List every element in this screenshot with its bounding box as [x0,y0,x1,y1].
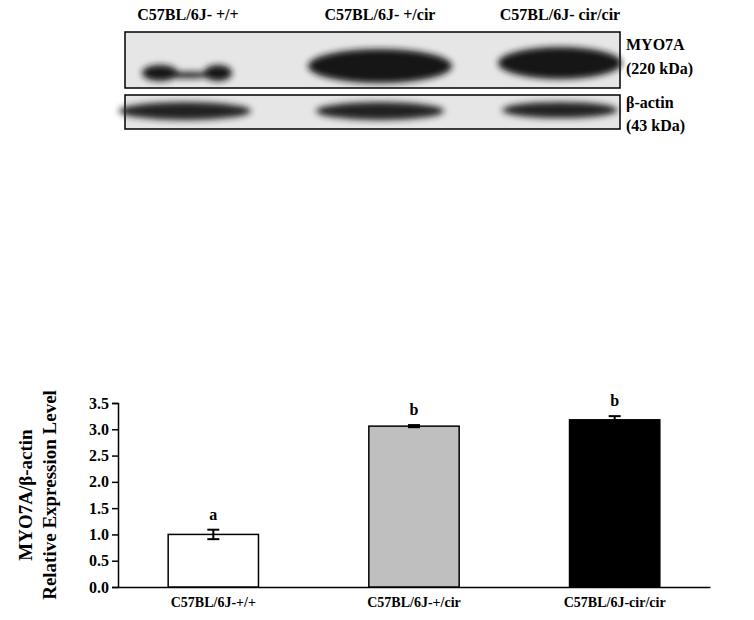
y-tick-mark [112,403,118,405]
error-bar-stem [212,530,214,539]
bands [119,47,622,120]
band [316,102,444,120]
plot-area [168,416,660,587]
y-tick-label: 0.5 [89,552,109,569]
error-bar-cap [207,538,219,540]
error-bar-cap [609,423,621,425]
y-tick-mark [112,534,118,536]
y-tick-label: 3.5 [89,395,109,412]
y-tick: 1.5 [89,500,118,517]
x-axis: C57BL/6J-+/+ C57BL/6J-+/cir C57BL/6J-cir/c… [119,587,711,610]
x-tick-label: C57BL/6J-cir/cir [564,595,666,610]
error-bar-cap [408,424,420,426]
y-tick: 1.0 [89,526,118,543]
band [308,49,452,83]
y-tick-label: 0.0 [89,579,109,596]
y-tick-mark [112,560,118,562]
y-tick-mark [112,429,118,431]
y-tick: 0.5 [89,552,118,569]
y-tick: 2.0 [89,473,118,490]
y-tick: 3.5 [89,395,118,412]
y-axis-title: Relative Expression Level [39,390,60,600]
y-axis-title: MYO7A/β-actin [15,429,36,561]
x-tick: C57BL/6J-+/cir [367,587,461,610]
error-bar [207,530,219,539]
significance-letter: b [410,401,419,418]
y-tick: 2.5 [89,447,118,464]
band [502,102,618,118]
row-label: MYO7A [626,36,685,53]
significance-letter: a [209,506,217,523]
error-bar-cap [207,529,219,531]
error-bar-cap [408,426,420,428]
y-tick-label: 1.0 [89,526,109,543]
y-tick-label: 2.5 [89,447,109,464]
y-tick-label: 1.5 [89,500,109,517]
y-axis: 0.0 0.5 1.0 1.5 2.0 2.5 3.0 3.5 [89,395,119,596]
y-tick-mark [112,508,118,510]
figure: C57BL/6J- +/+ C57BL/6J- +/cir C57BL/6J- ci… [0,0,754,620]
error-bar [408,425,420,427]
x-tick-label: C57BL/6J-+/+ [171,595,256,610]
bar [570,420,660,587]
lane-label: C57BL/6J- +/cir [325,6,436,23]
blot: C57BL/6J- +/+ C57BL/6J- +/cir C57BL/6J- ci… [119,6,693,135]
x-tick: C57BL/6J-+/+ [171,587,256,610]
y-tick-mark [112,587,118,589]
bar [369,426,459,587]
significance-letter: b [610,392,619,409]
lane-label: C57BL/6J- cir/cir [500,6,620,23]
row-size: (220 kDa) [626,60,693,78]
y-tick-mark [112,455,118,457]
y-tick: 0.0 [89,579,118,596]
band [119,102,251,120]
band [158,72,218,78]
row-size: (43 kDa) [626,117,685,135]
bar [168,534,258,587]
band [498,47,622,79]
y-tick-mark [112,482,118,484]
lane-label: C57BL/6J- +/+ [137,6,238,23]
error-bar-stem [614,416,616,423]
error-bar-cap [609,415,621,417]
x-tick: C57BL/6J-cir/cir [564,587,666,610]
row-label: β-actin [626,94,674,112]
error-bar [609,416,621,423]
x-tick-label: C57BL/6J-+/cir [367,595,461,610]
y-tick: 3.0 [89,421,118,438]
y-axis-line [112,404,119,588]
significance-letters: a b b [209,392,619,523]
y-tick-label: 2.0 [89,473,109,490]
y-tick-label: 3.0 [89,421,109,438]
